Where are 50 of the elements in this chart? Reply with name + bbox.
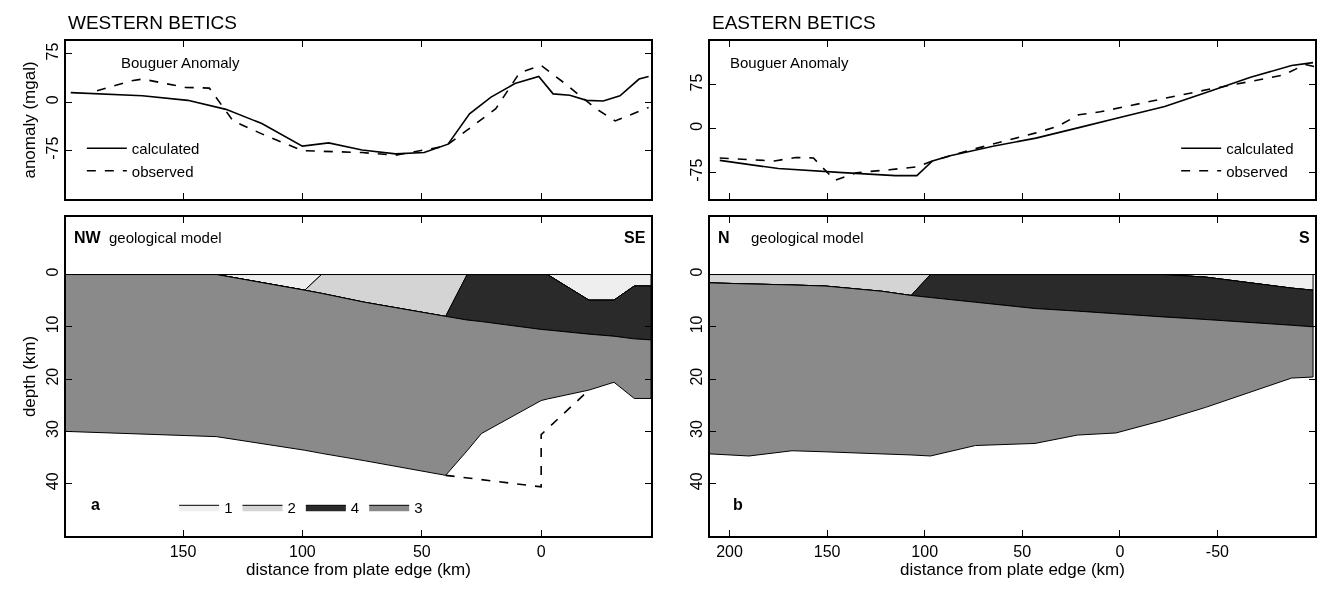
y-tick-label: -75 <box>687 158 705 182</box>
y-tick-label: 0 <box>43 95 61 105</box>
annotation: N <box>718 229 730 246</box>
x-tick-label: 150 <box>169 542 197 560</box>
legend-label: observed <box>1226 162 1288 180</box>
x-tick-label: 200 <box>716 542 743 560</box>
annotation: geological model <box>109 229 222 246</box>
legend-label: observed <box>131 162 194 180</box>
legend-label: 2 <box>287 499 296 517</box>
x-tick-label: 50 <box>1013 542 1032 560</box>
x-axis-title: distance from plate edge (km) <box>900 559 1125 579</box>
y-tick-label: 75 <box>687 73 705 92</box>
y-tick-label: 40 <box>687 472 705 491</box>
y-tick-label: 10 <box>687 315 705 334</box>
y-tick-label: -75 <box>43 136 61 160</box>
y-tick-label: 75 <box>43 42 61 61</box>
annotation: S <box>1299 229 1310 246</box>
y-tick-label: 30 <box>43 420 61 438</box>
y-axis-title: depth (km) <box>19 335 39 418</box>
y-tick-label: 20 <box>687 367 705 386</box>
y-tick-label: 0 <box>687 121 705 131</box>
y-tick-label: 20 <box>43 367 61 386</box>
y-axis-title: anomaly (mgal) <box>19 61 39 179</box>
legend-label: 4 <box>350 499 360 517</box>
annotation: Bouguer Anomaly <box>121 54 240 71</box>
y-tick-label: 40 <box>43 472 61 491</box>
annotation: b <box>733 496 743 513</box>
x-tick-label: 100 <box>911 542 939 560</box>
annotation: SE <box>624 229 646 246</box>
x-tick-label: 0 <box>1115 542 1125 560</box>
y-tick-label: 0 <box>687 267 705 277</box>
x-tick-label: -50 <box>1205 542 1230 560</box>
x-tick-label: 150 <box>813 542 841 560</box>
annotation: NW <box>74 229 102 246</box>
legend-label: 3 <box>414 499 423 517</box>
legend-label: calculated <box>1226 140 1294 158</box>
y-tick-label: 10 <box>43 315 61 334</box>
x-axis-title: distance from plate edge (km) <box>246 559 471 579</box>
x-tick-label: 100 <box>289 542 316 560</box>
x-tick-label: 0 <box>536 542 546 560</box>
annotation: geological model <box>751 229 864 246</box>
chart-title: EASTERN BETICS <box>712 12 876 33</box>
x-tick-label: 50 <box>412 542 431 560</box>
annotation: Bouguer Anomaly <box>730 54 849 71</box>
legend-label: calculated <box>131 140 200 158</box>
annotation: a <box>91 496 100 513</box>
y-tick-label: 0 <box>43 267 61 277</box>
chart-title: WESTERN BETICS <box>68 12 237 33</box>
legend-label: 1 <box>224 499 233 517</box>
y-tick-label: 30 <box>687 420 705 438</box>
